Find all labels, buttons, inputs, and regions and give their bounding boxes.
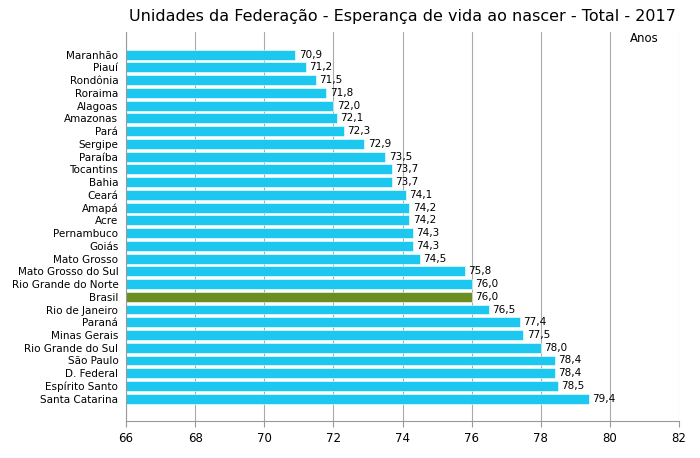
Bar xyxy=(126,62,306,72)
Bar xyxy=(126,215,410,225)
Text: 74,1: 74,1 xyxy=(410,190,433,200)
Text: 78,4: 78,4 xyxy=(558,355,581,365)
Text: 77,5: 77,5 xyxy=(527,330,550,340)
Bar xyxy=(126,88,326,98)
Text: 72,1: 72,1 xyxy=(340,114,363,123)
Bar xyxy=(126,317,520,327)
Bar xyxy=(126,126,344,136)
Bar xyxy=(126,114,337,123)
Text: 78,5: 78,5 xyxy=(561,381,584,391)
Text: 73,5: 73,5 xyxy=(389,152,412,162)
Bar xyxy=(126,101,333,111)
Bar xyxy=(126,355,554,365)
Text: 73,7: 73,7 xyxy=(395,164,419,174)
Text: 74,2: 74,2 xyxy=(413,202,436,213)
Bar xyxy=(126,139,365,149)
Bar xyxy=(126,343,540,353)
Bar xyxy=(126,368,554,378)
Text: 78,4: 78,4 xyxy=(558,368,581,378)
Bar xyxy=(126,241,413,251)
Text: 79,4: 79,4 xyxy=(593,394,616,403)
Bar xyxy=(126,164,392,174)
Bar xyxy=(126,75,316,85)
Text: 74,2: 74,2 xyxy=(413,215,436,225)
Text: 70,9: 70,9 xyxy=(299,50,322,60)
Text: 75,8: 75,8 xyxy=(468,266,491,276)
Bar xyxy=(126,152,385,162)
Text: 76,5: 76,5 xyxy=(492,305,516,315)
Text: Anos: Anos xyxy=(630,32,659,45)
Text: 76,0: 76,0 xyxy=(475,279,498,289)
Text: 71,2: 71,2 xyxy=(309,62,332,72)
Text: 71,8: 71,8 xyxy=(330,88,354,98)
Bar xyxy=(126,330,524,340)
Text: 74,3: 74,3 xyxy=(416,228,440,238)
Text: 72,9: 72,9 xyxy=(368,139,391,149)
Bar xyxy=(126,190,406,200)
Bar xyxy=(126,254,420,263)
Title: Unidades da Federação - Esperança de vida ao nascer - Total - 2017: Unidades da Federação - Esperança de vid… xyxy=(129,9,676,24)
Bar xyxy=(126,228,413,238)
Text: 77,4: 77,4 xyxy=(524,317,547,327)
Bar xyxy=(126,202,410,213)
Bar xyxy=(126,305,489,315)
Text: 72,3: 72,3 xyxy=(347,126,370,136)
Text: 78,0: 78,0 xyxy=(544,343,567,353)
Text: 73,7: 73,7 xyxy=(395,177,419,187)
Text: 76,0: 76,0 xyxy=(475,292,498,302)
Text: 74,3: 74,3 xyxy=(416,241,440,251)
Bar xyxy=(126,279,472,289)
Bar xyxy=(126,267,465,276)
Bar xyxy=(126,50,295,60)
Text: 71,5: 71,5 xyxy=(319,75,343,85)
Bar xyxy=(126,381,558,391)
Text: 72,0: 72,0 xyxy=(337,101,360,111)
Bar xyxy=(126,394,589,403)
Bar xyxy=(126,177,392,187)
Text: 74,5: 74,5 xyxy=(424,254,447,263)
Bar xyxy=(126,292,472,302)
